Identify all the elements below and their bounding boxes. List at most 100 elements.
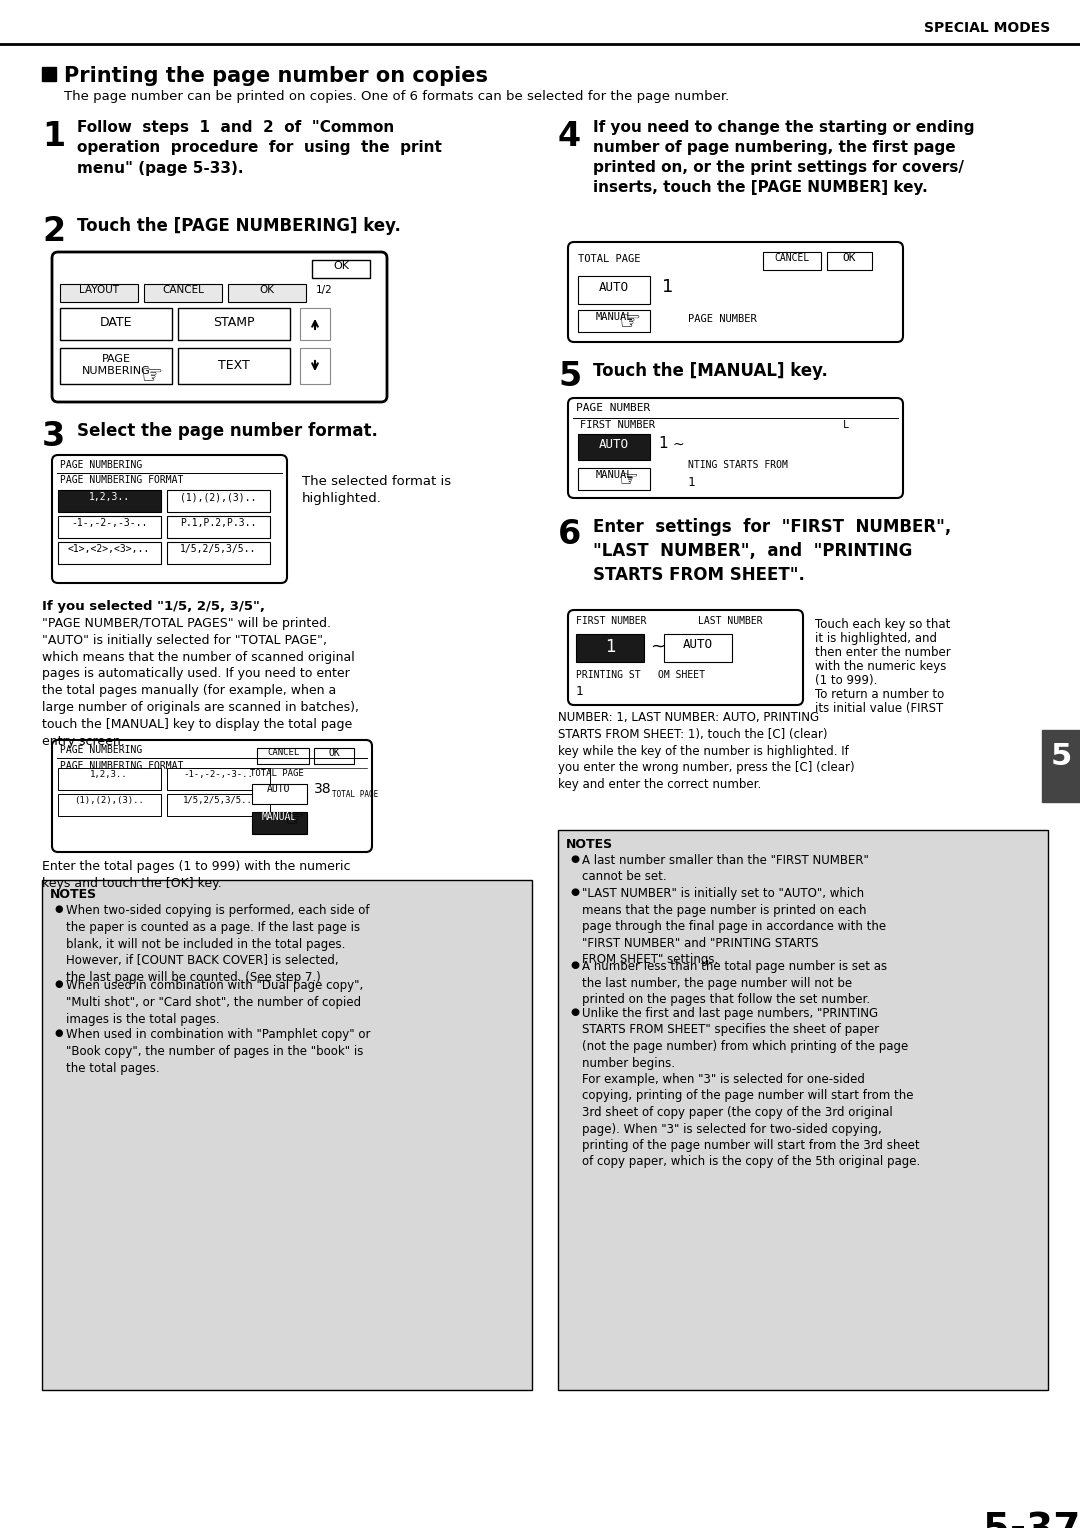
Bar	[664, 634, 732, 662]
Text: A number less than the total page number is set as
the last number, the page num: A number less than the total page number…	[582, 961, 887, 1007]
Text: "LAST NUMBER" is initially set to "AUTO", which
means that the page number is pr: "LAST NUMBER" is initially set to "AUTO"…	[582, 888, 886, 966]
Bar	[312, 260, 370, 278]
Text: TOTAL PAGE: TOTAL PAGE	[578, 254, 640, 264]
Text: When two-sided copying is performed, each side of
the paper is counted as a page: When two-sided copying is performed, eac…	[66, 905, 369, 984]
Bar	[578, 434, 650, 460]
Bar	[578, 468, 650, 490]
Text: CANCEL: CANCEL	[267, 749, 299, 756]
Text: Printing the page number on copies: Printing the page number on copies	[64, 66, 488, 86]
Bar	[58, 769, 161, 790]
Bar	[252, 784, 307, 804]
Text: ●: ●	[54, 979, 63, 990]
Bar	[314, 749, 354, 764]
Text: Enter the total pages (1 to 999) with the numeric
keys and touch the [OK] key.: Enter the total pages (1 to 999) with th…	[42, 860, 351, 889]
Text: 38: 38	[314, 782, 332, 796]
Text: SPECIAL MODES: SPECIAL MODES	[923, 21, 1050, 35]
Text: Touch each key so that: Touch each key so that	[815, 617, 950, 631]
Text: If you selected "1/5, 2/5, 3/5",: If you selected "1/5, 2/5, 3/5",	[42, 601, 265, 613]
Text: "PAGE NUMBER/TOTAL PAGES" will be printed.
"AUTO" is initially selected for "TOT: "PAGE NUMBER/TOTAL PAGES" will be printe…	[42, 617, 359, 747]
Text: 1: 1	[662, 278, 673, 296]
Bar	[558, 830, 1048, 1390]
Text: P.1,P.2,P.3..: P.1,P.2,P.3..	[179, 518, 256, 529]
FancyBboxPatch shape	[52, 740, 372, 853]
Text: CANCEL: CANCEL	[162, 286, 204, 295]
Text: <1>,<2>,<3>,..: <1>,<2>,<3>,..	[68, 544, 150, 555]
Text: DATE: DATE	[99, 316, 132, 329]
Text: To return a number to: To return a number to	[815, 688, 944, 701]
Bar	[257, 749, 309, 764]
Text: ~: ~	[672, 439, 684, 452]
Text: Touch the [PAGE NUMBERING] key.: Touch the [PAGE NUMBERING] key.	[77, 217, 401, 235]
Text: (1),(2),(3)..: (1),(2),(3)..	[179, 492, 256, 503]
Text: Touch the [MANUAL] key.: Touch the [MANUAL] key.	[593, 362, 828, 380]
Text: PRINTING ST: PRINTING ST	[576, 669, 640, 680]
Text: 1/2: 1/2	[316, 286, 333, 295]
Text: NOTES: NOTES	[566, 837, 613, 851]
Text: 5-37: 5-37	[983, 1513, 1080, 1528]
Text: NTING STARTS FROM: NTING STARTS FROM	[688, 460, 788, 471]
Bar	[1042, 730, 1080, 802]
Text: PAGE
NUMBERING: PAGE NUMBERING	[82, 354, 150, 376]
Text: 1/5,2/5,3/5..: 1/5,2/5,3/5..	[179, 544, 256, 555]
Text: (1 to 999).: (1 to 999).	[815, 674, 877, 688]
Bar	[252, 811, 307, 834]
Text: The selected format is
highlighted.: The selected format is highlighted.	[302, 475, 451, 504]
Text: CANCEL: CANCEL	[774, 254, 810, 263]
FancyBboxPatch shape	[52, 252, 387, 402]
Text: TEXT: TEXT	[218, 359, 249, 371]
Text: MANUAL: MANUAL	[595, 312, 633, 322]
Text: 3: 3	[42, 420, 65, 452]
Bar	[58, 795, 161, 816]
Text: -1-,-2-,-3-..: -1-,-2-,-3-..	[71, 518, 147, 529]
Text: OM SHEET: OM SHEET	[658, 669, 705, 680]
Bar	[178, 309, 291, 341]
Text: then enter the number: then enter the number	[815, 646, 950, 659]
Bar	[300, 309, 330, 341]
Text: ●: ●	[570, 888, 579, 897]
Text: NOTES: NOTES	[50, 888, 97, 902]
Bar	[178, 348, 291, 384]
Text: (1),(2),(3)..: (1),(2),(3)..	[75, 796, 144, 805]
Bar	[58, 542, 161, 564]
Text: it is highlighted, and: it is highlighted, and	[815, 633, 937, 645]
Text: 5: 5	[1051, 743, 1071, 772]
Text: The page number can be printed on copies. One of 6 formats can be selected for t: The page number can be printed on copies…	[64, 90, 729, 102]
Text: AUTO: AUTO	[599, 281, 629, 293]
Text: Select the page number format.: Select the page number format.	[77, 422, 378, 440]
Text: MANUAL: MANUAL	[261, 811, 297, 822]
Bar	[42, 880, 532, 1390]
Bar	[144, 284, 222, 303]
Text: MANUAL: MANUAL	[595, 471, 633, 480]
Text: ☞: ☞	[284, 810, 303, 830]
Text: 1: 1	[605, 639, 616, 656]
Bar	[167, 490, 270, 512]
Text: TOTAL PAGE: TOTAL PAGE	[332, 790, 378, 799]
Text: OK: OK	[842, 254, 855, 263]
Text: OK: OK	[259, 286, 274, 295]
Bar	[42, 67, 56, 81]
Text: 5: 5	[558, 361, 581, 393]
Text: ●: ●	[570, 854, 579, 863]
Text: ☞: ☞	[618, 471, 638, 490]
Bar	[167, 542, 270, 564]
FancyBboxPatch shape	[568, 397, 903, 498]
Text: its initial value (FIRST: its initial value (FIRST	[815, 701, 943, 715]
Text: 1: 1	[576, 685, 583, 698]
Bar	[578, 277, 650, 304]
Bar	[576, 634, 644, 662]
Text: PAGE NUMBERING FORMAT: PAGE NUMBERING FORMAT	[60, 761, 184, 772]
Text: 1,2,3..: 1,2,3..	[91, 770, 127, 779]
Text: 1: 1	[658, 435, 667, 451]
Text: 1/5,2/5,3/5..: 1/5,2/5,3/5..	[184, 796, 253, 805]
Text: ☞: ☞	[619, 310, 642, 335]
Bar	[827, 252, 872, 270]
Text: L: L	[843, 420, 849, 429]
Text: 4: 4	[558, 121, 581, 153]
Bar	[300, 348, 330, 384]
Bar	[167, 795, 270, 816]
Text: PAGE NUMBERING FORMAT: PAGE NUMBERING FORMAT	[60, 475, 184, 484]
Bar	[578, 310, 650, 332]
Bar	[167, 516, 270, 538]
Bar	[58, 490, 161, 512]
Text: When used in combination with "Pamphlet copy" or
"Book copy", the number of page: When used in combination with "Pamphlet …	[66, 1028, 370, 1074]
